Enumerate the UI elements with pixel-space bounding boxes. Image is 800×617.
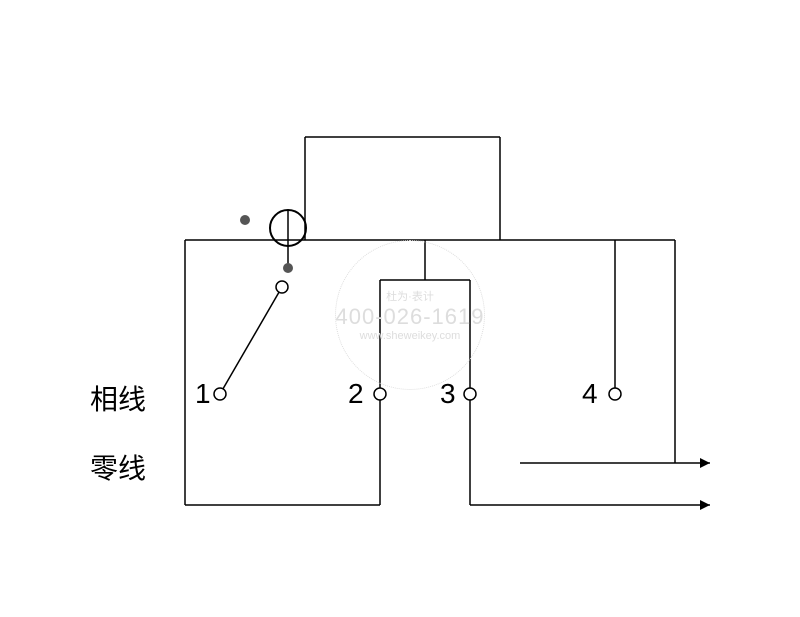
terminal-t3 — [464, 388, 476, 400]
label-terminal-4: 4 — [582, 378, 598, 410]
terminal-sw_top — [276, 281, 288, 293]
polarity-dot-d_below_coil — [283, 263, 293, 273]
label-neutral-line: 零线 — [90, 447, 146, 487]
label-terminal-1: 1 — [195, 378, 211, 410]
terminal-t1 — [214, 388, 226, 400]
wiring-diagram-svg — [0, 0, 800, 617]
label-phase-line: 相线 — [90, 378, 146, 418]
polarity-dot-d_left — [240, 215, 250, 225]
label-terminal-3: 3 — [440, 378, 456, 410]
wire-switch_arm — [220, 287, 282, 394]
terminal-t2 — [374, 388, 386, 400]
arrow-arrow_neutral — [700, 500, 710, 510]
label-terminal-2: 2 — [348, 378, 364, 410]
arrow-arrow_phase — [700, 458, 710, 468]
terminal-t4 — [609, 388, 621, 400]
